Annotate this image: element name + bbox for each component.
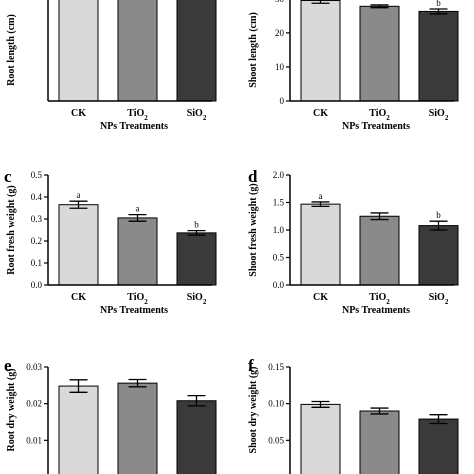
y-tick-label: 20 xyxy=(275,28,285,38)
bar-tio2 xyxy=(117,382,158,474)
bar-tio2 xyxy=(117,217,158,286)
x-category-label: TiO2 xyxy=(127,292,148,306)
y-axis-label: Shoot dry weight (g) xyxy=(248,367,259,454)
x-category-label: CK xyxy=(313,292,328,303)
bar-tio2 xyxy=(359,410,400,474)
x-category-label: SiO2 xyxy=(187,292,207,306)
bar-sio2 xyxy=(176,232,217,286)
significance-letter: b xyxy=(436,210,441,220)
bar-sio2 xyxy=(418,225,459,286)
y-tick-label: 1.5 xyxy=(273,198,285,208)
significance-letter: a xyxy=(136,204,140,214)
y-tick-label: 0.02 xyxy=(26,399,42,409)
y-tick-label: 0.10 xyxy=(268,399,284,409)
bar-ck xyxy=(300,403,341,474)
y-tick-label: 0.05 xyxy=(268,435,284,445)
y-tick-label: 0.1 xyxy=(31,258,42,268)
x-axis-label: NPs Treatments xyxy=(342,305,410,316)
y-tick-label: 1.0 xyxy=(273,225,285,235)
bar-tio2 xyxy=(359,215,400,286)
y-tick-label: 0.3 xyxy=(31,214,43,224)
y-tick-label: 30 xyxy=(275,0,285,4)
bar-ck xyxy=(58,385,99,474)
significance-letter: b xyxy=(436,0,441,8)
panel-label: f xyxy=(248,356,254,375)
significance-letter: a xyxy=(77,190,81,200)
panel-label: d xyxy=(248,167,258,186)
x-category-label: SiO2 xyxy=(187,108,207,122)
x-category-label: TiO2 xyxy=(127,108,148,122)
y-tick-label: 0.0 xyxy=(273,280,285,290)
y-axis-label: Root length (cm) xyxy=(6,14,17,86)
y-axis-label: Shoot length (cm) xyxy=(248,12,259,88)
y-tick-label: 0.4 xyxy=(31,192,43,202)
panel-label: c xyxy=(4,167,12,186)
x-category-label: CK xyxy=(313,108,328,119)
bar-ck xyxy=(58,204,99,286)
bar-tio2 xyxy=(359,5,400,102)
y-axis-label: Shoot fresh weight (g) xyxy=(248,183,259,276)
bar-ck xyxy=(58,0,99,102)
bar-sio2 xyxy=(418,10,459,102)
bar-ck xyxy=(300,203,341,286)
y-tick-label: 0.5 xyxy=(273,253,285,263)
bar-sio2 xyxy=(176,0,217,102)
chart-panel-p1: Shoot length (cm)ab0102030CKTiO2SiO2NPs … xyxy=(248,0,459,132)
x-category-label: SiO2 xyxy=(429,292,449,306)
y-tick-label: 0.03 xyxy=(26,362,42,372)
bar-sio2 xyxy=(418,418,459,474)
significance-letter: b xyxy=(194,220,199,230)
x-axis-label: NPs Treatments xyxy=(100,305,168,316)
x-axis-label: NPs Treatments xyxy=(342,121,410,132)
chart-panel-p0: Root length (cm) CK TiO2 SiO2 NPs Treatments xyxy=(6,0,217,132)
x-category-label: SiO2 xyxy=(429,108,449,122)
y-axis-label: Root dry weight (g) xyxy=(6,368,17,451)
y-axis-label: Root fresh weight (g) xyxy=(6,185,17,275)
bar-tio2 xyxy=(117,0,158,102)
x-category-label: CK xyxy=(71,292,86,303)
y-tick-label: 2.0 xyxy=(273,170,285,180)
y-tick-label: 0.15 xyxy=(268,362,284,372)
bar-ck xyxy=(300,0,341,102)
y-tick-label: 0.01 xyxy=(26,435,42,445)
y-tick-label: 0.0 xyxy=(31,280,43,290)
y-tick-label: 10 xyxy=(275,62,285,72)
x-category-label: TiO2 xyxy=(369,108,390,122)
x-axis-label: NPs Treatments xyxy=(100,121,168,132)
bar-sio2 xyxy=(176,400,217,474)
panel-label: e xyxy=(4,356,12,375)
y-tick-label: 0.2 xyxy=(31,236,42,246)
x-category-label: CK xyxy=(71,108,86,119)
y-tick-label: 0 xyxy=(280,96,285,106)
x-category-label: TiO2 xyxy=(369,292,390,306)
significance-letter: a xyxy=(319,191,323,201)
y-tick-label: 0.5 xyxy=(31,170,43,180)
